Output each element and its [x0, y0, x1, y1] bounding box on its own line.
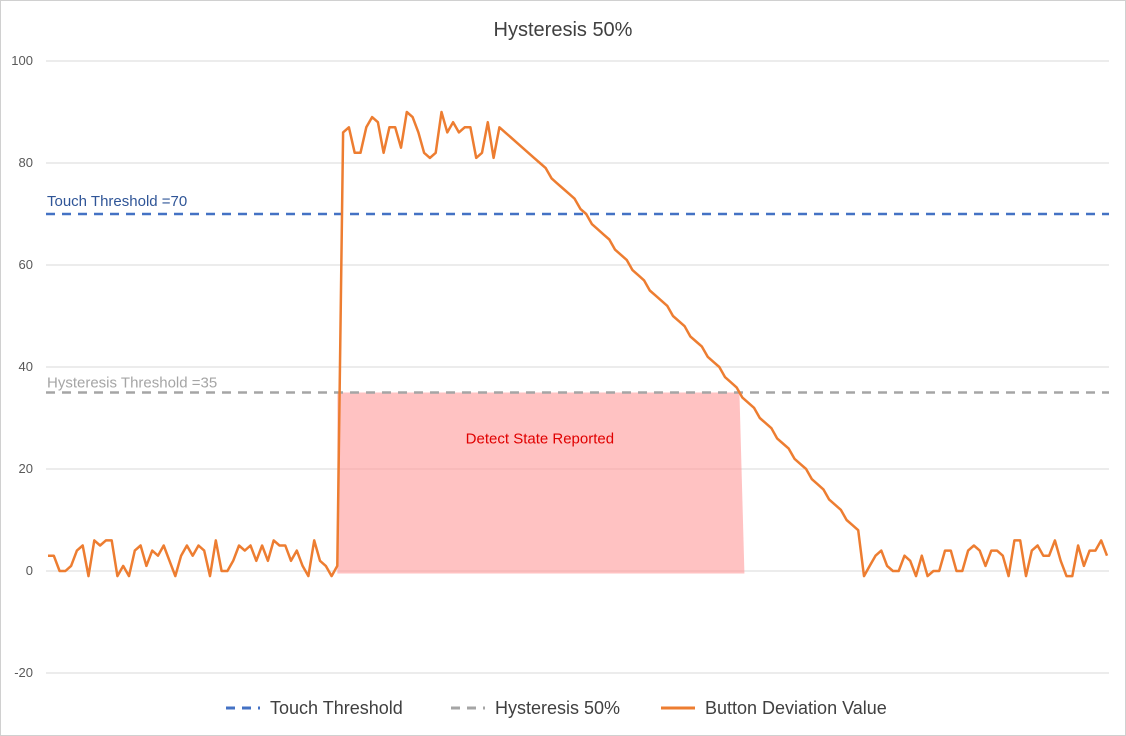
legend-item-hysteresis: Hysteresis 50% [451, 698, 620, 718]
chart-title: Hysteresis 50% [494, 19, 633, 41]
hysteresis-threshold-label: Hysteresis Threshold =35 [47, 375, 217, 392]
y-tick-label: 100 [11, 53, 33, 68]
y-tick-label: 20 [19, 461, 33, 476]
legend-item-button-deviation: Button Deviation Value [661, 698, 887, 718]
legend-label-touch-threshold: Touch Threshold [270, 698, 403, 718]
y-tick-label: -20 [14, 665, 33, 680]
threshold-lines [46, 212, 1109, 394]
legend-label-button-deviation: Button Deviation Value [705, 698, 887, 718]
detect-state-label: Detect State Reported [466, 430, 614, 447]
y-tick-label: 60 [19, 257, 33, 272]
annotations: Touch Threshold =70 Hysteresis Threshold… [47, 193, 614, 447]
legend: Touch Threshold Hysteresis 50% Button De… [226, 698, 887, 718]
y-tick-label: 80 [19, 155, 33, 170]
detect-region-fill [337, 392, 745, 574]
button-deviation-line [48, 110, 1109, 578]
y-axis-ticks: -20 0 20 40 60 80 100 [11, 53, 33, 680]
series-lines [48, 110, 1109, 578]
gridlines [46, 60, 1109, 674]
touch-threshold-label: Touch Threshold =70 [47, 193, 187, 210]
detect-state-region [337, 392, 745, 574]
legend-item-touch-threshold: Touch Threshold [226, 698, 403, 718]
y-tick-label: 0 [26, 563, 33, 578]
y-tick-label: 40 [19, 359, 33, 374]
legend-label-hysteresis: Hysteresis 50% [495, 698, 620, 718]
